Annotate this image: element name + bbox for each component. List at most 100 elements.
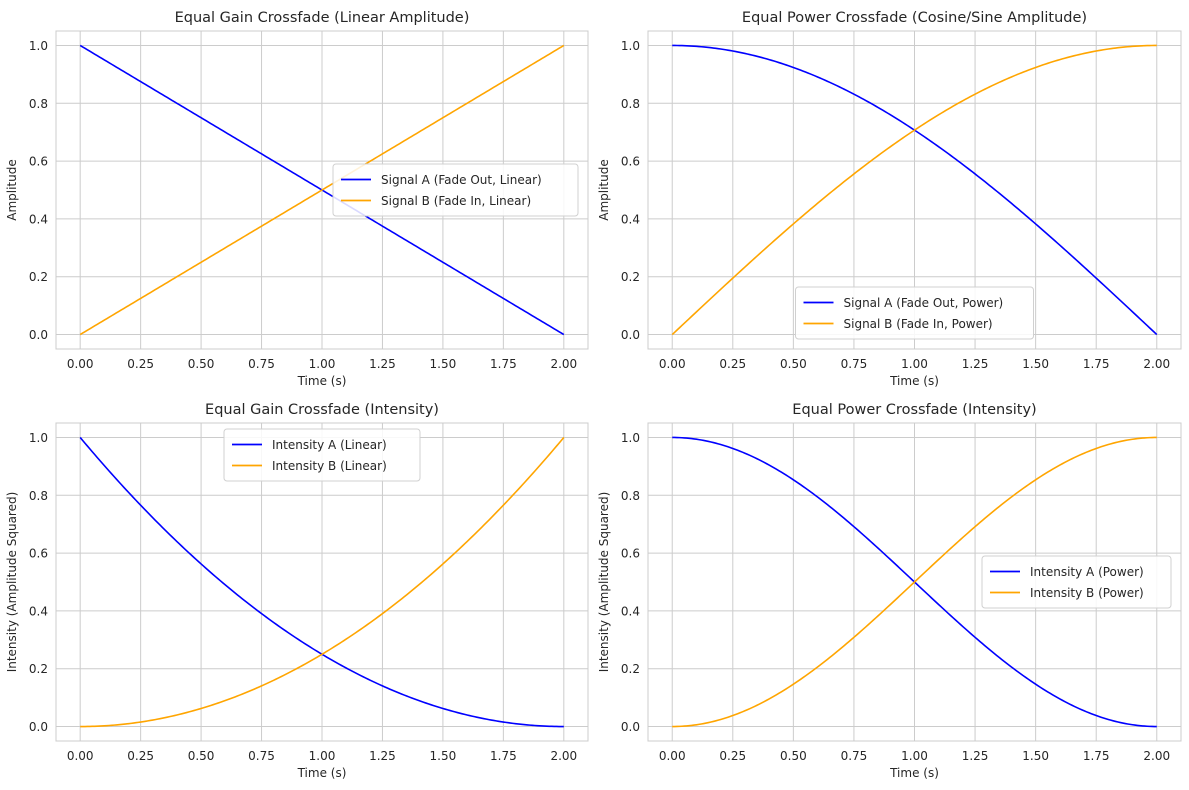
y-tick-label: 0.4 [621,212,640,226]
y-tick-label: 0.8 [29,97,48,111]
x-tick-label: 0.00 [67,749,94,763]
x-tick-label: 0.75 [841,749,868,763]
legend-label: Intensity B (Power) [1030,586,1144,600]
x-tick-label: 1.25 [962,749,989,763]
x-tick-label: 0.75 [248,749,275,763]
series-line-b [671,44,1157,336]
y-axis-label: Intensity (Amplitude Squared) [597,492,611,673]
y-tick-label: 0.2 [621,662,640,676]
x-tick-label: 1.00 [901,749,928,763]
legend: Signal A (Fade Out, Power) Signal B (Fade… [795,286,1034,340]
y-tick-label: 0.0 [621,720,640,734]
x-tick-label: 1.50 [430,749,457,763]
x-axis-label: Time (s) [889,374,939,388]
series-line-b [672,436,1157,728]
y-tick-label: 0.8 [29,489,48,503]
axes-frame [647,30,1182,350]
y-tick-label: 0.8 [621,489,640,503]
legend-label: Signal A (Fade Out, Power) [844,296,1004,310]
subplot-4: 0.00 0.25 0.50 0.75 1.00 1.25 1.50 1.75 2.00 0.0 0… [597,402,1182,780]
legend-label: Signal A (Fade Out, Linear) [381,173,542,187]
legend: Signal A (Fade Out, Linear) Signal B (Fad… [332,163,579,217]
y-tick-label: 0.6 [621,155,640,169]
y-tick-label: 0.2 [29,270,48,284]
legend-label: Signal B (Fade In, Linear) [381,194,531,208]
y-tick-label: 0.8 [621,97,640,111]
x-tick-label: 1.75 [1083,749,1110,763]
x-tick-label: 2.00 [1143,357,1170,371]
chart-title: Equal Gain Crossfade (Linear Amplitude) [175,10,470,26]
x-tick-label: 0.00 [659,749,686,763]
y-tick-label: 0.2 [29,662,48,676]
y-tick-label: 1.0 [29,431,48,445]
x-tick-label: 0.25 [719,749,746,763]
y-axis-label: Intensity (Amplitude Squared) [5,492,19,673]
legend-box [795,286,1034,340]
x-tick-label: 0.25 [127,749,154,763]
legend-label: Signal B (Fade In, Power) [844,317,993,331]
y-tick-label: 1.0 [621,39,640,53]
x-tick-label: 1.00 [901,357,928,371]
x-axis-label: Time (s) [297,374,347,388]
x-tick-label: 1.50 [430,357,457,371]
x-tick-label: 0.75 [248,357,275,371]
x-tick-label: 1.75 [1083,357,1110,371]
legend-label: Intensity A (Power) [1030,565,1144,579]
y-tick-label: 0.4 [621,604,640,618]
x-tick-label: 0.00 [659,357,686,371]
y-tick-label: 0.0 [29,328,48,342]
y-tick-label: 0.4 [29,604,48,618]
series-line-b [79,44,565,336]
x-tick-label: 2.00 [550,357,577,371]
x-tick-label: 0.50 [188,749,215,763]
series-line-b [80,436,565,728]
x-axis-label: Time (s) [297,766,347,780]
x-tick-label: 0.50 [188,357,215,371]
y-tick-label: 0.6 [29,155,48,169]
axes-frame [647,422,1182,742]
x-tick-label: 1.75 [490,749,517,763]
chart-title: Equal Power Crossfade (Intensity) [792,402,1036,418]
x-tick-label: 0.25 [127,357,154,371]
x-tick-label: 0.00 [67,357,94,371]
x-tick-label: 1.75 [490,357,517,371]
x-tick-label: 1.00 [309,749,336,763]
x-tick-label: 0.50 [780,749,807,763]
legend-box [223,428,421,482]
legend-label: Intensity B (Linear) [272,459,387,473]
legend: Intensity A (Power) Intensity B (Power) [981,555,1172,609]
y-tick-label: 1.0 [621,431,640,445]
y-tick-label: 1.0 [29,39,48,53]
x-tick-label: 0.25 [719,357,746,371]
legend-label: Intensity A (Linear) [272,438,387,452]
y-axis-label: Amplitude [597,159,611,221]
subplot-1: 0.00 0.25 0.50 0.75 1.00 1.25 1.50 1.75 2.00 0.0 0… [5,10,589,388]
x-axis-label: Time (s) [889,766,939,780]
y-tick-label: 0.0 [621,328,640,342]
x-tick-label: 0.75 [841,357,868,371]
chart-title: Equal Gain Crossfade (Intensity) [205,402,439,418]
axes-frame [55,422,589,742]
x-tick-label: 1.25 [369,357,396,371]
x-tick-label: 2.00 [1143,749,1170,763]
x-tick-label: 1.25 [962,357,989,371]
x-tick-label: 1.50 [1022,357,1049,371]
legend: Intensity A (Linear) Intensity B (Linear) [223,428,421,482]
x-tick-label: 2.00 [550,749,577,763]
subplot-3: 0.00 0.25 0.50 0.75 1.00 1.25 1.50 1.75 2.00 0.0 0… [5,402,589,780]
legend-box [981,555,1172,609]
x-tick-label: 1.50 [1022,749,1049,763]
y-tick-label: 0.4 [29,212,48,226]
y-tick-label: 0.2 [621,270,640,284]
x-tick-label: 1.25 [369,749,396,763]
x-tick-label: 1.00 [309,357,336,371]
axes-frame [55,30,589,350]
y-tick-label: 0.6 [621,547,640,561]
y-tick-label: 0.6 [29,547,48,561]
subplot-2: 0.00 0.25 0.50 0.75 1.00 1.25 1.50 1.75 2.00 0.0 0… [597,10,1182,388]
y-tick-label: 0.0 [29,720,48,734]
legend-box [332,163,579,217]
chart-title: Equal Power Crossfade (Cosine/Sine Ampli… [742,10,1087,26]
x-tick-label: 0.50 [780,357,807,371]
